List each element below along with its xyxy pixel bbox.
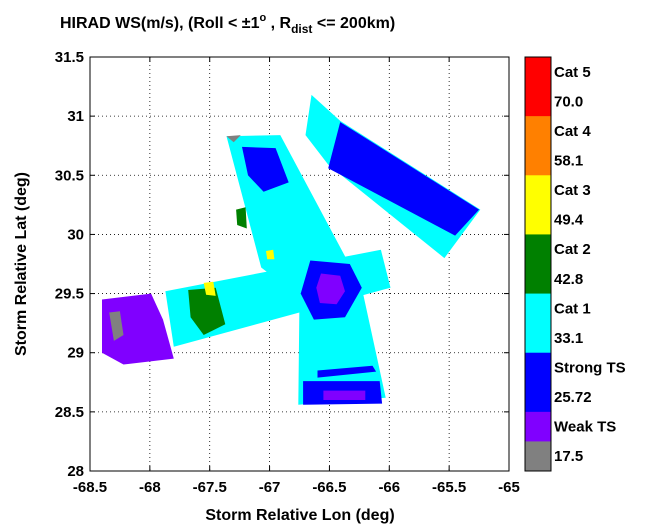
colorbar-label: 17.5 [554,448,583,465]
swath-strong-ts [317,365,377,378]
axis-ticks: -68.5 -68 -67.5 -67 -66.5 -66 -65.5 -65 28 28.5 29… [55,49,520,496]
colorbar-segment [525,145,551,176]
swath-weak-ts [102,293,174,365]
colorbar-segment [525,264,551,295]
colorbar-label: Weak TS [554,419,616,436]
x-tick-label: -68 [139,479,161,496]
y-tick-label: 30.5 [55,167,84,184]
colorbar-label: 70.0 [554,93,583,110]
colorbar-segment [525,441,551,472]
colorbar-segment [525,116,551,147]
colorbar-segment [525,234,551,265]
swath-below [109,311,124,341]
colorbar-segment [525,57,551,88]
wind-swaths [102,94,481,405]
colorbar-segment [525,86,551,117]
x-tick-label: -65 [498,479,520,496]
swath-weak-ts [316,273,345,305]
colorbar-label: 49.4 [554,212,584,229]
colorbar-segment [525,411,551,442]
plot-area: -68.5 -68 -67.5 -67 -66.5 -66 -65.5 -65 28 28.5 29… [55,49,520,496]
swath-cat3 [203,281,216,296]
colorbar-segment [525,382,551,413]
colorbar-label: 25.72 [554,389,592,406]
swath-weak-ts [323,390,366,400]
y-tick-label: 30 [67,226,84,243]
colorbar-segment [525,323,551,354]
swath-below [226,135,241,143]
colorbar-segment [525,204,551,235]
x-tick-label: -66 [378,479,400,496]
colorbar-segment [525,352,551,383]
swath-cat1 [226,135,386,405]
swath-cat2 [236,207,247,229]
colorbar-label: Cat 2 [554,241,591,258]
y-tick-label: 28.5 [55,404,84,421]
colorbar-label: Cat 5 [554,64,591,81]
x-tick-label: -65.5 [432,479,466,496]
y-tick-label: 29 [67,345,84,362]
colorbar-label: Strong TS [554,360,626,377]
colorbar: Cat 5 70.0 Cat 4 58.1 Cat 3 49.4 Cat 2 42.8 Cat … [524,56,626,472]
x-tick-label: -68.5 [73,479,107,496]
y-axis-label: Storm Relative Lat (deg) [13,172,30,356]
x-tick-label: -66.5 [312,479,346,496]
swath-strong-ts [242,146,289,192]
y-tick-label: 31.5 [55,49,84,66]
y-tick-label: 31 [67,108,84,125]
colorbar-label: 58.1 [554,153,583,170]
colorbar-label: Cat 3 [554,182,591,199]
colorbar-label: Cat 1 [554,300,591,317]
x-tick-label: -67.5 [193,479,227,496]
swath-strong-ts [328,122,480,236]
y-tick-label: 29.5 [55,286,84,303]
swath-cat2 [188,287,226,335]
colorbar-segment [525,175,551,206]
colorbar-segment [525,293,551,324]
plot-frame [89,56,510,472]
chart-title: HIRAD WS(m/s), (Roll < ±1o , Rdist <= 20… [60,12,395,36]
colorbar-label: 33.1 [554,330,583,347]
colorbar-label: Cat 4 [554,123,591,140]
colorbar-label: 42.8 [554,271,583,288]
y-tick-label: 28 [67,463,84,480]
x-tick-label: -67 [259,479,281,496]
swath-cat3 [266,249,275,260]
x-axis-label: Storm Relative Lon (deg) [205,507,394,524]
colorbar-frame [524,56,552,472]
